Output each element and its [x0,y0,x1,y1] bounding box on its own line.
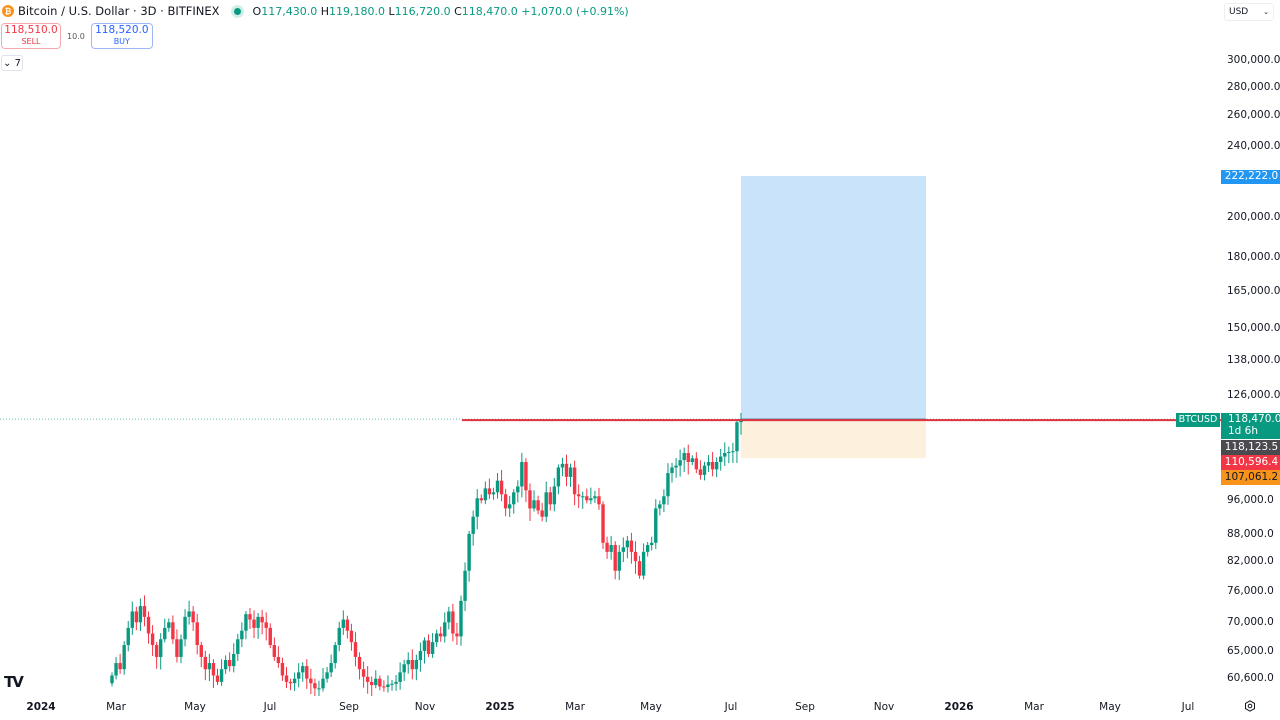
time-tick: Mar [106,701,126,713]
market-open-dot-icon [233,7,241,15]
price-tick: 165,000.0 [1227,285,1280,297]
time-tick: Jul [1181,701,1195,713]
sell-label: SELL [21,37,41,46]
symbol-title[interactable]: Bitcoin / U.S. Dollar · 3D · BITFINEX [18,4,220,18]
price-tick: 60,600.0 [1227,672,1274,685]
settings-icon[interactable] [1244,700,1256,712]
buy-label: BUY [113,37,130,46]
price-tick: 76,000.0 [1227,584,1274,597]
time-tick: Jul [263,701,277,713]
ohlc-values: O117,430.0 H119,180.0 L116,720.0 C118,47… [252,4,629,18]
target-price-label: 222,222.0 [1221,170,1280,184]
price-tick: 260,000.0 [1227,109,1280,122]
time-tick: 2026 [944,701,974,713]
indicators-toggle-button[interactable]: ⌄ 7 [1,55,23,71]
hline-price-label: 118,123.5 [1221,440,1280,455]
sell-button[interactable]: 118,510.0 SELL [1,23,61,49]
entry-low-price-label: 107,061.2 [1221,470,1280,485]
currency-select[interactable]: USD ⌄ [1224,3,1274,21]
tradingview-logo[interactable]: TV [4,673,24,691]
spread-value: 10.0 [67,31,85,41]
time-tick: Mar [565,701,585,713]
price-tick: 138,000.0 [1227,354,1280,367]
symbol-header: ₿ Bitcoin / U.S. Dollar · 3D · BITFINEX … [2,4,629,18]
time-tick: Sep [795,701,815,713]
chevron-down-icon: ⌄ [3,57,12,69]
buy-price: 118,520.0 [95,24,149,36]
price-tick: 150,000.0 [1227,321,1280,334]
chevron-down-icon: ⌄ [1263,8,1269,16]
price-tick: 126,000.0 [1227,389,1280,402]
price-tick: 200,000.0 [1227,210,1280,223]
time-tick: Nov [414,701,436,713]
time-tick: Nov [873,701,895,713]
sell-price: 118,510.0 [4,24,58,36]
time-tick: 2024 [26,701,56,713]
time-tick: May [184,701,206,713]
buy-button[interactable]: 118,520.0 BUY [90,23,153,49]
bitcoin-icon: ₿ [2,5,14,17]
time-tick: May [1099,701,1121,713]
price-tick: 82,000.0 [1227,555,1274,568]
price-tick: 65,000.0 [1227,644,1274,657]
time-tick: May [640,701,662,713]
price-tick: 180,000.0 [1227,251,1280,264]
price-tick: 300,000.0 [1227,54,1280,66]
time-tick: Jul [724,701,738,713]
price-tick: 96,000.0 [1227,494,1274,507]
target-zone [741,175,926,420]
trade-panel: 118,510.0 SELL 10.0 118,520.0 BUY [1,23,153,49]
price-tick: 240,000.0 [1227,140,1280,153]
price-tick: 280,000.0 [1227,80,1280,93]
bar-countdown: 1d 6h [1228,425,1259,437]
last-price-label: 118,470.0 1d 6h [1221,413,1280,439]
time-tick: Mar [1024,701,1044,713]
time-tick: 2025 [485,701,515,713]
stop-zone [741,419,926,459]
stop-price-label: 110,596.4 [1221,455,1280,470]
price-tick: 70,000.0 [1227,616,1274,629]
price-tick: 88,000.0 [1227,527,1274,540]
symbol-label: BTCUSD [1176,413,1220,427]
time-tick: Sep [339,701,359,713]
